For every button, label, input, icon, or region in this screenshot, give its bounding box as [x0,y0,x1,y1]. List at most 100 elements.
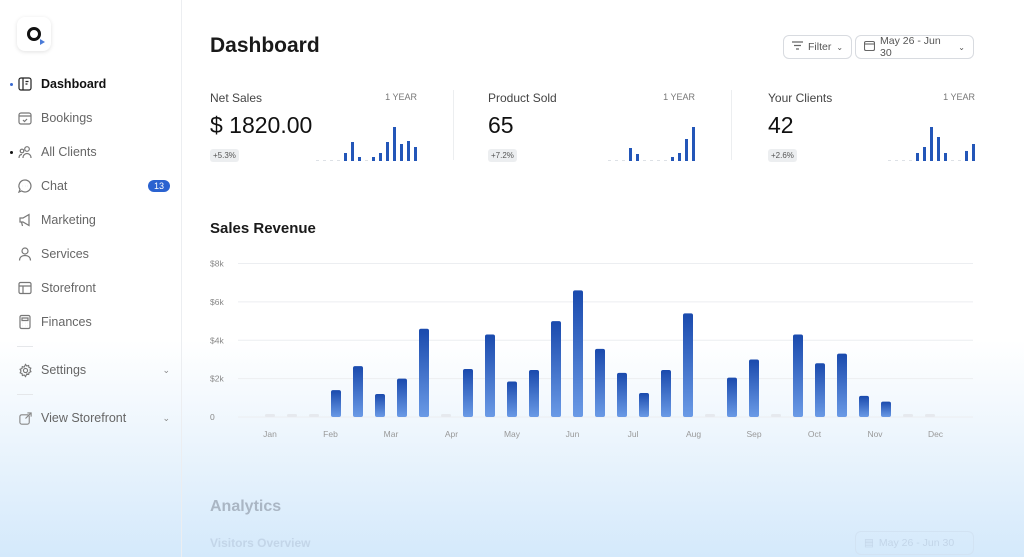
x-tick-label: Dec [928,429,944,439]
bar[interactable] [463,369,473,417]
bar[interactable] [793,334,803,417]
indicator-dot [10,185,13,188]
bar[interactable] [881,401,891,417]
bar[interactable] [749,359,759,417]
dashboard-icon [17,76,33,92]
sparkline-bar [608,160,611,161]
x-tick-label: Sep [746,429,761,439]
analytics-date-range-button[interactable]: ▤ May 26 - Jun 30 [855,531,974,555]
visitors-overview-title: Visitors Overview [210,536,311,550]
sparkline-bar [636,154,639,161]
sidebar-item-storefront[interactable]: Storefront [10,276,170,300]
sparkline-bar [643,160,646,161]
x-tick-label: Mar [384,429,399,439]
analytics-title: Analytics [210,498,282,515]
date-range-button[interactable]: May 26 - Jun 30 ⌄ [855,35,974,59]
bar[interactable] [617,372,627,417]
filter-button[interactable]: Filter ⌄ [783,35,853,59]
sparkline-bar [951,160,954,161]
bar[interactable] [815,363,825,417]
indicator-dot [10,253,13,256]
gear-icon [17,362,33,378]
user-icon [17,246,33,262]
sparkline-bar [400,144,403,161]
sparkline-bar [965,150,968,161]
x-tick-label: Aug [686,429,701,439]
divider [731,90,732,160]
bar[interactable] [507,381,517,417]
bar[interactable] [331,390,341,417]
bar[interactable] [419,328,429,417]
y-tick-label: $2k [210,374,224,384]
y-tick-label: 0 [210,412,215,422]
sidebar-item-all-clients[interactable]: All Clients [10,140,170,164]
sidebar-item-label: Services [41,247,89,261]
sparkline-bar [944,152,947,161]
chevron-down-icon: ⌄ [836,42,844,52]
sparkline-bar [895,160,898,161]
sidebar-item-settings[interactable]: Settings ⌄ [10,358,170,382]
sidebar-item-view-storefront[interactable]: View Storefront ⌄ [10,406,170,430]
chevron-down-icon[interactable]: ⌄ [162,364,170,375]
bar[interactable] [661,369,671,417]
bar[interactable] [837,353,847,417]
bar[interactable] [529,369,539,417]
sparkline-bar [909,160,912,161]
sparkline-bar [330,160,333,161]
indicator-dot [10,82,13,86]
sparkline-bar [386,142,389,161]
sparkline-bar [923,146,926,161]
stat-value: $ 1820.00 [210,112,313,138]
sidebar-item-bookings[interactable]: Bookings [10,106,170,130]
sidebar-item-chat[interactable]: Chat 13 [10,174,170,198]
stat-period[interactable]: 1 YEAR [943,92,975,102]
filter-icon [792,41,803,53]
bar[interactable] [639,393,649,417]
sparkline-bar [664,160,667,161]
divider [17,394,33,395]
megaphone-icon [17,212,33,228]
chevron-down-icon[interactable]: ⌄ [162,412,170,423]
bar[interactable] [595,348,605,417]
x-tick-label: Jul [628,429,639,439]
calculator-icon [17,314,33,330]
sidebar: Dashboard Bookings All Clients Chat 13 Market… [0,0,182,557]
sparkline-bar [671,156,674,161]
sidebar-item-label: Storefront [41,281,96,295]
sidebar-item-finances[interactable]: Finances [10,310,170,334]
bar-placeholder [441,414,451,417]
external-link-icon [17,410,33,426]
stat-period[interactable]: 1 YEAR [385,92,417,102]
bar-placeholder [771,414,781,417]
bar[interactable] [397,378,407,417]
sales-revenue-chart: 0 $2k $4k $6k $8k Jan Feb Mar Apr May Jun Jul Aug Sep… [210,259,973,439]
sidebar-item-services[interactable]: Services [10,242,170,266]
bar-placeholder [265,414,275,417]
sidebar-item-label: Marketing [41,213,96,227]
bar[interactable] [353,366,363,417]
sidebar-item-marketing[interactable]: Marketing [10,208,170,232]
change-badge: +7.2% [488,149,517,162]
bar[interactable] [727,377,737,417]
sales-revenue-title: Sales Revenue [210,220,316,237]
sparkline-bar [393,127,396,161]
bar[interactable] [683,313,693,417]
x-tick-label: May [504,429,521,439]
bar[interactable] [573,290,583,417]
sidebar-item-label: Chat [41,179,68,193]
bar[interactable] [859,395,869,417]
app-logo[interactable] [17,17,51,51]
bar-placeholder [287,414,297,417]
chevron-down-icon: ⌄ [958,42,965,52]
sparkline-bar [657,160,660,161]
bar[interactable] [375,393,385,417]
stat-label: Your Clients [768,91,833,105]
sidebar-item-label: Settings [41,363,87,377]
stat-period[interactable]: 1 YEAR [663,92,695,102]
sidebar-item-dashboard[interactable]: Dashboard [10,72,170,96]
sparkline-bar [407,140,410,161]
bar[interactable] [551,321,561,417]
bar[interactable] [485,334,495,417]
divider [17,346,33,347]
y-tick-label: $8k [210,259,224,269]
